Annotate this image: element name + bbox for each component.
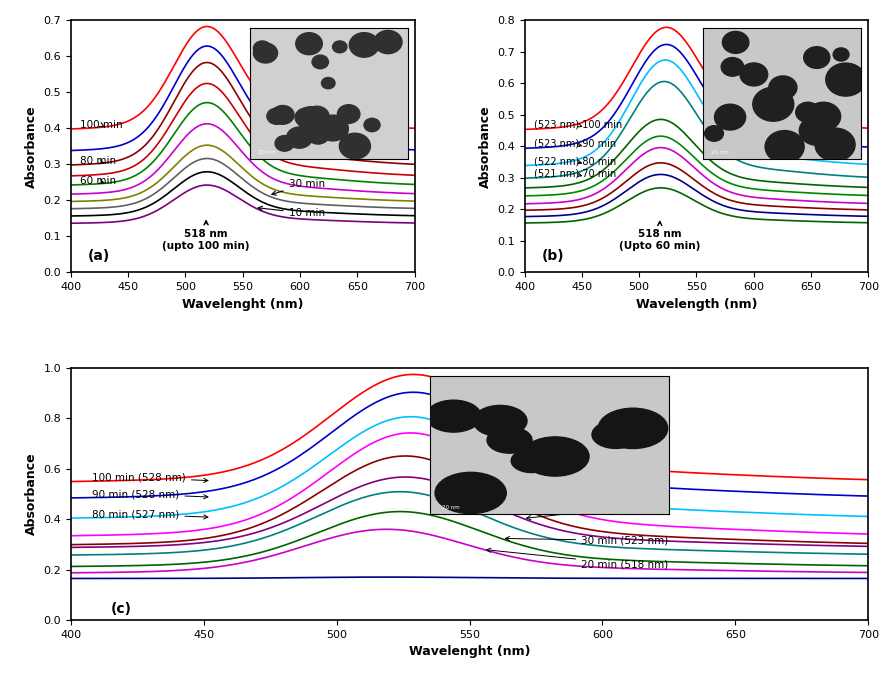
Text: (c): (c) (111, 601, 132, 615)
Text: 518 nm
(upto 100 min): 518 nm (upto 100 min) (162, 221, 250, 251)
Text: (523 nm) 90 min: (523 nm) 90 min (533, 139, 616, 149)
Text: 60 min: 60 min (80, 176, 116, 186)
Text: 100 min: 100 min (80, 120, 122, 130)
X-axis label: Wavelenght (nm): Wavelenght (nm) (408, 646, 531, 658)
Text: 100 min (528 nm): 100 min (528 nm) (92, 472, 208, 483)
Text: (a): (a) (88, 249, 111, 263)
Text: 30 min (523 nm): 30 min (523 nm) (505, 535, 668, 545)
Y-axis label: Absorbance: Absorbance (478, 105, 492, 187)
Y-axis label: Absorbance: Absorbance (25, 105, 38, 187)
Text: (b): (b) (541, 249, 564, 263)
Text: 20 min (518 nm): 20 min (518 nm) (486, 548, 668, 569)
Text: 90 min (528 nm): 90 min (528 nm) (92, 489, 208, 499)
Text: (521 nm) 70 min: (521 nm) 70 min (533, 168, 616, 179)
Text: 518 nm
(Upto 60 min): 518 nm (Upto 60 min) (619, 222, 701, 251)
X-axis label: Wavelenght (nm): Wavelenght (nm) (182, 297, 304, 311)
Text: (522 nm) 80 min: (522 nm) 80 min (533, 156, 616, 166)
Text: 80 min: 80 min (80, 156, 116, 166)
X-axis label: Wavelength (nm): Wavelength (nm) (635, 297, 758, 311)
Text: 80 min (527 nm): 80 min (527 nm) (92, 510, 208, 519)
Y-axis label: Absorbance: Absorbance (25, 453, 38, 535)
Text: 30 min: 30 min (272, 179, 324, 195)
Text: 10 min: 10 min (258, 206, 324, 218)
Text: 50 min (525 nm): 50 min (525 nm) (526, 503, 668, 520)
Text: (523 nm) 100 min: (523 nm) 100 min (533, 120, 622, 130)
